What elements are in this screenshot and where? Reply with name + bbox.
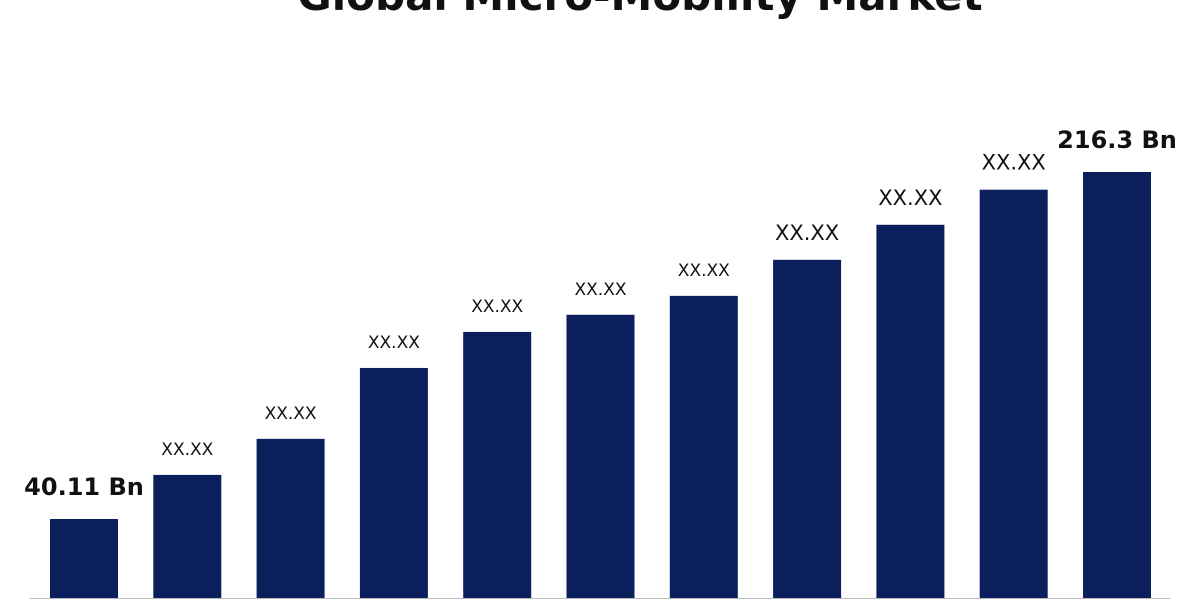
- bar: [773, 259, 842, 598]
- data-label: XX.XX: [878, 186, 942, 210]
- bar: [359, 367, 428, 598]
- chart-title: Global Micro-Mobility Market: [297, 0, 982, 20]
- data-label: XX.XX: [471, 297, 523, 317]
- bar: [256, 438, 325, 598]
- bar: [979, 189, 1048, 598]
- data-label: XX.XX: [678, 261, 730, 281]
- data-label: XX.XX: [775, 221, 839, 245]
- bar: [1083, 172, 1151, 598]
- bar: [876, 224, 945, 599]
- data-label: XX.XX: [575, 280, 627, 300]
- data-label: XX.XX: [982, 151, 1046, 175]
- bar: [463, 331, 532, 598]
- data-label: 40.11 Bn: [24, 473, 144, 501]
- bar: [153, 474, 222, 598]
- bar: [669, 295, 738, 598]
- bar: [566, 314, 635, 598]
- data-label: XX.XX: [265, 404, 317, 424]
- data-label: XX.XX: [161, 440, 213, 460]
- data-label: 216.3 Bn: [1057, 126, 1177, 154]
- data-label: XX.XX: [368, 333, 420, 353]
- bar: [50, 519, 118, 598]
